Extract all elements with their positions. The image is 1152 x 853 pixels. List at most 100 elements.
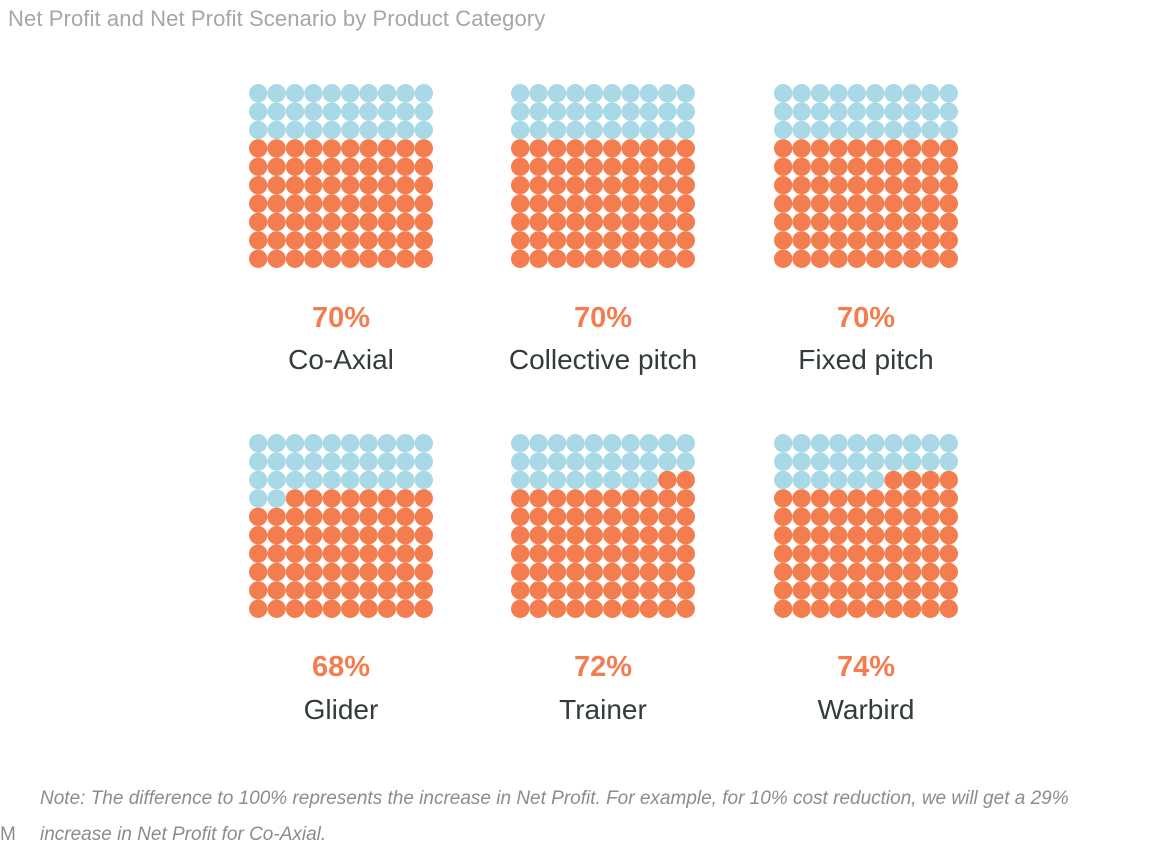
waffle-dot-filled <box>377 139 397 158</box>
waffle-dot-filled <box>249 139 268 158</box>
waffle-dot-filled <box>829 212 848 232</box>
waffle-dot-empty <box>566 120 585 140</box>
waffle-dot-filled <box>529 544 548 563</box>
waffle-dot-empty <box>566 102 585 121</box>
waffle-dot-filled <box>511 139 530 158</box>
waffle-dot-empty <box>396 470 415 490</box>
waffle-dot-filled <box>566 489 585 508</box>
waffle-dot-filled <box>285 526 305 545</box>
waffle-dot-filled <box>511 249 530 268</box>
waffle-dot-filled <box>304 581 323 600</box>
waffle-dot-filled <box>285 562 305 582</box>
waffle-dot-filled <box>774 526 793 545</box>
waffle-dot-filled <box>414 176 433 195</box>
waffle-dot-filled <box>377 526 397 545</box>
waffle-dot-filled <box>396 562 415 582</box>
waffle-dot-filled <box>676 526 695 545</box>
waffle-dot-filled <box>921 212 940 232</box>
waffle-dot-filled <box>658 194 677 213</box>
waffle-dot-empty <box>829 470 848 490</box>
waffle-dot-empty <box>414 102 433 121</box>
waffle-dot-filled <box>603 599 622 618</box>
waffle-dot-empty <box>547 120 567 140</box>
waffle-dot-filled <box>621 544 640 563</box>
waffle-dot-filled <box>396 544 415 563</box>
waffle-dot-empty <box>939 84 958 103</box>
waffle-dot-filled <box>414 507 433 526</box>
waffle-dot-empty <box>847 120 866 140</box>
waffle-dot-filled <box>359 507 378 526</box>
waffle-dot-filled <box>829 157 848 176</box>
waffle-dot-filled <box>884 231 903 250</box>
waffle-dot-filled <box>322 599 341 618</box>
waffle-dot-empty <box>547 102 567 121</box>
waffle-dot-empty <box>249 470 268 490</box>
waffle-dot-empty <box>774 102 793 121</box>
waffle-dot-empty <box>676 434 695 453</box>
waffle-dot-filled <box>396 599 415 618</box>
waffle-dot-filled <box>377 507 397 526</box>
waffle-dot-filled <box>603 231 622 250</box>
waffle-dot-filled <box>810 581 830 600</box>
waffle-dot-empty <box>304 84 323 103</box>
waffle-dot-filled <box>566 599 585 618</box>
waffle-dot-filled <box>902 507 922 526</box>
waffle-dot-filled <box>359 212 378 232</box>
waffle-dot-empty <box>847 452 866 471</box>
waffle-dot-filled <box>322 231 341 250</box>
waffle-dot-filled <box>529 157 548 176</box>
waffle-dot-filled <box>285 249 305 268</box>
waffle-dot-empty <box>249 452 268 471</box>
waffle-dot-filled <box>792 599 811 618</box>
waffle-dot-filled <box>639 194 659 213</box>
waffle-dot-filled <box>810 194 830 213</box>
waffle-dot-empty <box>359 434 378 453</box>
waffle-dot-filled <box>902 157 922 176</box>
waffle-dot-filled <box>792 194 811 213</box>
waffle-dot-filled <box>866 581 885 600</box>
waffle-dot-filled <box>658 470 677 490</box>
waffle-dot-filled <box>304 599 323 618</box>
waffle-dot-filled <box>304 562 323 582</box>
waffle-dot-filled <box>377 581 397 600</box>
waffle-dot-filled <box>939 581 958 600</box>
waffle-dot-filled <box>866 157 885 176</box>
waffle-dot-filled <box>866 599 885 618</box>
waffle-dot-filled <box>414 249 433 268</box>
waffle-dot-empty <box>621 434 640 453</box>
waffle-dot-empty <box>529 470 548 490</box>
waffle-dot-filled <box>676 249 695 268</box>
waffle-dot-filled <box>414 489 433 508</box>
waffle-dot-empty <box>774 452 793 471</box>
waffle-dot-filled <box>902 139 922 158</box>
waffle-dot-filled <box>377 599 397 618</box>
waffle-dot-empty <box>847 102 866 121</box>
waffle-dot-filled <box>939 507 958 526</box>
waffle-dot-filled <box>829 489 848 508</box>
waffle-dot-filled <box>249 194 268 213</box>
waffle-dot-filled <box>414 544 433 563</box>
waffle-dot-filled <box>267 176 286 195</box>
waffle-dot-filled <box>639 176 659 195</box>
waffle-dot-empty <box>377 434 397 453</box>
waffle-dot-filled <box>547 212 567 232</box>
waffle-dot-filled <box>285 231 305 250</box>
waffle-dot-empty <box>341 470 360 490</box>
waffle-dot-filled <box>396 194 415 213</box>
waffle-dot-empty <box>603 102 622 121</box>
waffle-dot-filled <box>377 544 397 563</box>
waffle-dot-filled <box>774 599 793 618</box>
waffle-dot-filled <box>584 526 603 545</box>
waffle-dot-empty <box>584 120 603 140</box>
waffle-dot-empty <box>810 102 830 121</box>
waffle-dot-empty <box>377 470 397 490</box>
waffle-dot-empty <box>304 434 323 453</box>
waffle-dot-filled <box>774 139 793 158</box>
waffle-dot-filled <box>810 249 830 268</box>
waffle-dot-empty <box>529 102 548 121</box>
waffle-dot-filled <box>529 562 548 582</box>
waffle-dot-empty <box>547 470 567 490</box>
waffle-dot-filled <box>566 249 585 268</box>
waffle-dot-filled <box>285 544 305 563</box>
waffle-dot-filled <box>359 599 378 618</box>
